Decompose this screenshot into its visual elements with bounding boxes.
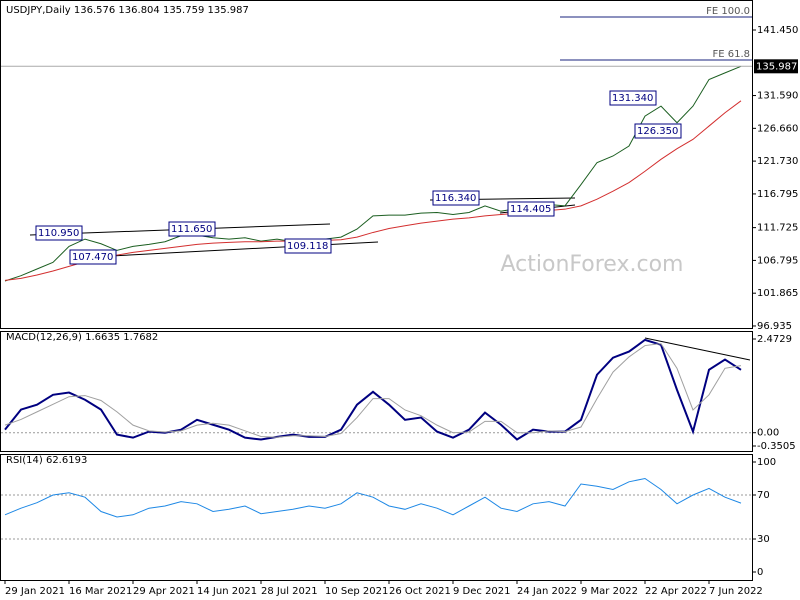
annotation: 116.340 xyxy=(435,193,476,204)
x-tick-label: 9 Dec 2021 xyxy=(453,586,511,597)
x-tick-label: 29 Jan 2021 xyxy=(5,586,65,597)
y-tick-label: 106.795 xyxy=(757,255,798,266)
series-line xyxy=(4,65,742,282)
series-line xyxy=(4,477,742,518)
y-tick-label: 111.725 xyxy=(757,223,798,234)
macd-trend-line xyxy=(644,337,751,361)
x-tick-label: 9 Mar 2022 xyxy=(581,586,638,597)
x-tick-label: 29 Apr 2021 xyxy=(133,586,195,597)
y-tick-label: 0.00 xyxy=(757,428,779,439)
annotation-box xyxy=(168,221,216,237)
x-tick-label: 26 Oct 2021 xyxy=(389,586,451,597)
x-tick-label: 24 Jan 2022 xyxy=(517,586,577,597)
annotation-box xyxy=(609,90,657,106)
annotation-box xyxy=(35,225,83,241)
panel-title: USDJPY,Daily 136.576 136.804 135.759 135… xyxy=(6,5,249,16)
annotation-box xyxy=(634,123,682,139)
x-tick-label: 28 Jul 2021 xyxy=(261,586,318,597)
price-panel xyxy=(0,0,753,329)
current-price-label: 135.987 xyxy=(756,61,797,72)
y-tick-label: 30 xyxy=(757,534,770,545)
x-tick-label: 10 Sep 2021 xyxy=(325,586,388,597)
annotation: 114.405 xyxy=(510,204,551,215)
series-line xyxy=(4,338,742,441)
y-tick-label: 101.865 xyxy=(757,288,798,299)
x-tick-label: 16 Mar 2021 xyxy=(69,586,132,597)
y-tick-label: 141.450 xyxy=(757,25,798,36)
y-tick-label: 131.590 xyxy=(757,91,798,102)
annotation: 131.340 xyxy=(612,93,653,104)
annotation-box xyxy=(432,190,480,206)
annotation-box xyxy=(69,249,117,265)
panel-title: MACD(12,26,9) 1.6635 1.7682 xyxy=(6,332,158,343)
y-tick-label: 100 xyxy=(757,457,776,468)
y-tick-label: -0.3505 xyxy=(757,441,796,452)
fib-label: FE 100.0 xyxy=(706,6,750,17)
series-line xyxy=(4,100,742,281)
annotation-box xyxy=(284,238,332,254)
annotation-box xyxy=(507,201,555,217)
watermark: ActionForex.com xyxy=(501,252,684,277)
rsi-panel xyxy=(0,454,753,581)
annotation: 111.650 xyxy=(171,224,212,235)
annotation: 107.470 xyxy=(72,252,113,263)
y-tick-label: 116.795 xyxy=(757,189,798,200)
x-tick-label: 14 Jun 2021 xyxy=(197,586,257,597)
y-tick-label: 121.730 xyxy=(757,156,798,167)
macd-panel xyxy=(0,331,753,452)
panel-title: RSI(14) 62.6193 xyxy=(6,455,87,466)
current-price-box xyxy=(754,59,798,74)
x-tick-label: 22 Apr 2022 xyxy=(645,586,707,597)
y-tick-label: 126.660 xyxy=(757,123,798,134)
annotation: 109.118 xyxy=(287,241,328,252)
fib-label: FE 61.8 xyxy=(712,49,750,60)
y-tick-label: 0 xyxy=(757,567,763,578)
y-tick-label: 2.4729 xyxy=(757,334,792,345)
x-tick-label: 7 Jun 2022 xyxy=(709,586,763,597)
series-line xyxy=(4,343,742,438)
y-tick-label: 96.935 xyxy=(757,321,792,332)
annotation: 126.350 xyxy=(637,126,678,137)
y-tick-label: 70 xyxy=(757,490,770,501)
annotation: 110.950 xyxy=(38,228,79,239)
